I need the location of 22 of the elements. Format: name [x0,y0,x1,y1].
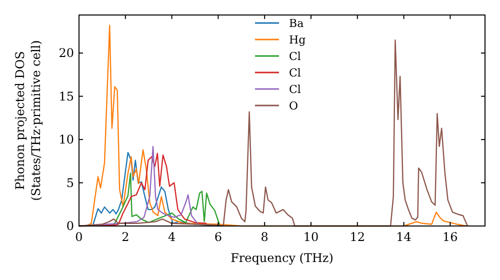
legend-label: Hg [289,33,306,46]
x-tick-label: 10 [303,230,319,244]
legend-label: Cl [289,50,302,63]
x-tick-label: 6 [214,230,222,244]
legend-label: O [289,99,298,112]
legend-label: Cl [289,82,302,96]
y-axis-title: Phonon projected DOS (States/THz·primitive cell) [13,40,43,201]
x-tick-label: 12 [350,230,366,244]
y-tick-label: 5 [66,176,74,190]
y-tick-label: 0 [66,219,74,234]
x-tick-label: 0 [75,230,83,244]
x-tick-label: 2 [122,230,130,244]
x-tick-label: 14 [396,230,412,244]
x-tick-label: 4 [168,230,176,244]
x-axis-title: Frequency (THz) [230,251,334,265]
y-tick-label: 10 [58,132,74,147]
x-tick-label: 8 [260,230,268,244]
x-tick-label: 16 [442,230,458,244]
legend-label: Ba [289,16,304,30]
y-tick-label: 20 [58,46,74,60]
legend-label: Cl [289,66,302,80]
y-tick-label: 15 [58,89,74,104]
